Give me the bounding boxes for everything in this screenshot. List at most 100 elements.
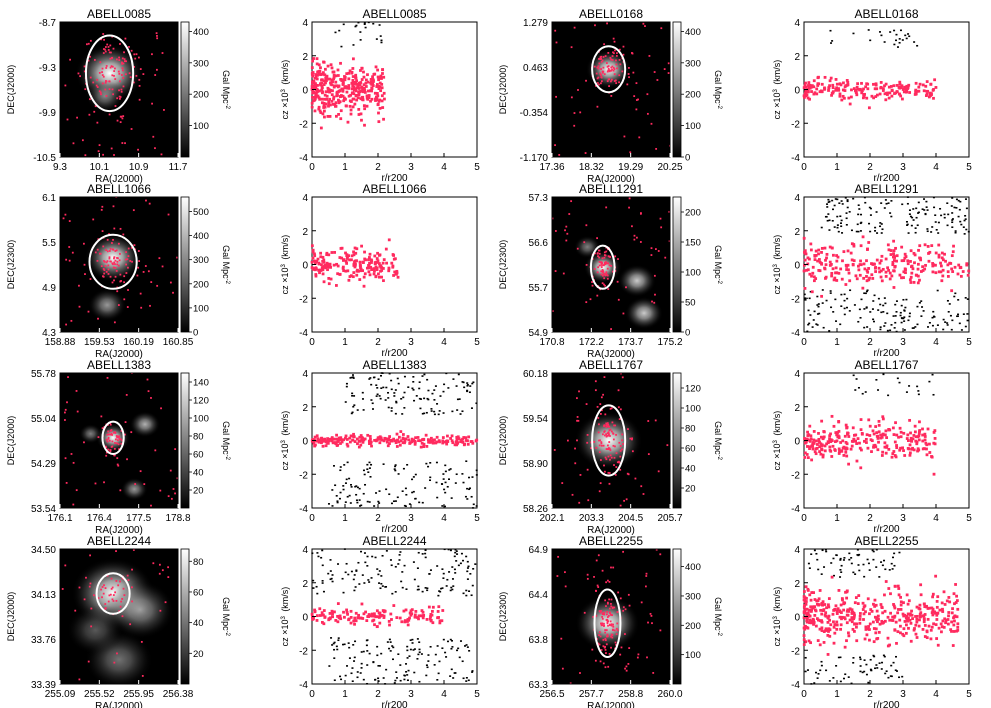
interloper-point — [852, 571, 855, 574]
galaxy-point — [126, 458, 128, 461]
galaxy-point — [605, 206, 608, 209]
interloper-point — [899, 29, 902, 32]
galaxy-point — [109, 593, 112, 596]
interloper-point — [347, 573, 350, 576]
member-point — [375, 257, 379, 260]
member-point — [914, 632, 918, 636]
x-tick-label: 170.8 — [539, 337, 564, 348]
member-point — [865, 275, 868, 278]
interloper-point — [948, 303, 951, 305]
member-point — [313, 444, 317, 448]
galaxy-point — [597, 431, 600, 434]
interloper-point — [444, 651, 447, 654]
member-point — [802, 94, 806, 98]
member-point — [852, 87, 856, 90]
interloper-point — [449, 675, 452, 677]
interloper-point — [387, 397, 390, 399]
member-point — [311, 59, 315, 63]
interloper-point — [905, 220, 908, 223]
member-point — [859, 259, 862, 263]
interloper-point — [860, 213, 863, 216]
member-point — [833, 608, 837, 611]
galaxy-point — [600, 442, 603, 445]
interloper-point — [344, 674, 347, 677]
y-tick-label: -2 — [791, 470, 800, 481]
y-axis-label-units: (km/s) — [280, 411, 290, 439]
galaxy-point — [156, 35, 158, 37]
member-point — [828, 437, 831, 441]
member-point — [841, 94, 845, 98]
galaxy-point — [607, 624, 609, 627]
interloper-point — [872, 550, 875, 553]
member-point — [808, 618, 812, 622]
member-point — [912, 448, 916, 452]
member-point — [923, 438, 927, 442]
member-point — [339, 109, 343, 113]
member-point — [822, 608, 826, 612]
member-point — [884, 429, 888, 433]
interloper-point — [879, 225, 882, 228]
member-point — [417, 617, 420, 621]
interloper-point — [366, 664, 369, 666]
member-point — [401, 433, 405, 436]
panel-title: ABELL1291 — [579, 182, 643, 196]
member-point — [928, 606, 931, 610]
member-point — [949, 628, 953, 632]
member-point — [928, 442, 931, 446]
galaxy-point — [627, 73, 630, 75]
galaxy-point — [612, 625, 615, 628]
galaxy-point — [610, 624, 613, 627]
interloper-point — [869, 214, 872, 216]
interloper-point — [379, 374, 382, 377]
galaxy-point — [107, 430, 110, 433]
member-point — [823, 444, 827, 448]
member-point — [875, 431, 879, 435]
galaxy-point — [655, 147, 658, 150]
galaxy-point — [650, 254, 653, 256]
interloper-point — [404, 487, 407, 490]
interloper-point — [926, 228, 929, 230]
interloper-point — [429, 462, 432, 464]
x-tick-label: 159.53 — [84, 337, 115, 348]
member-point — [935, 605, 939, 609]
galaxy-point — [607, 78, 610, 81]
member-point — [390, 618, 393, 621]
member-point — [342, 78, 345, 81]
y-tick-label: 0 — [302, 437, 308, 448]
member-point — [838, 449, 841, 453]
galaxy-point — [127, 247, 130, 250]
member-point — [803, 250, 806, 254]
member-point — [828, 628, 832, 632]
member-point — [855, 93, 859, 97]
galaxy-point — [138, 98, 141, 101]
x-axis-label: RA(J2000) — [95, 701, 143, 708]
y-tick-label: 0 — [794, 613, 800, 624]
interloper-point — [317, 555, 320, 558]
member-point — [457, 437, 461, 440]
interloper-point — [342, 485, 345, 487]
member-point — [887, 96, 891, 100]
member-point — [362, 75, 366, 79]
member-point — [874, 270, 878, 273]
member-point — [945, 599, 949, 603]
member-point — [345, 608, 348, 612]
interloper-point — [946, 299, 949, 302]
galaxy-point — [604, 629, 607, 631]
member-point — [362, 438, 366, 442]
interloper-point — [915, 216, 918, 219]
member-point — [338, 272, 342, 276]
galaxy-point — [65, 481, 68, 484]
galaxy-point — [158, 572, 161, 575]
interloper-point — [889, 31, 892, 33]
member-point — [914, 615, 917, 618]
interloper-point — [830, 42, 833, 44]
member-point — [868, 612, 871, 616]
interloper-point — [465, 676, 468, 679]
member-point — [311, 256, 315, 260]
interloper-point — [817, 305, 820, 308]
member-point — [363, 89, 367, 93]
interloper-point — [414, 497, 417, 500]
member-point — [413, 613, 417, 617]
member-point — [871, 620, 875, 624]
